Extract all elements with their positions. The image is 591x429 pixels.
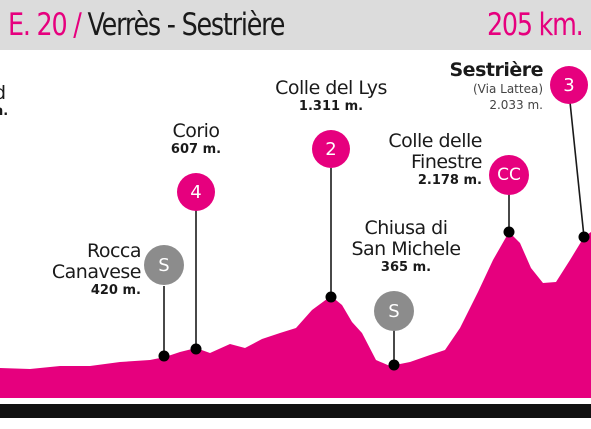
point-chiusa-name-line-1: Chiusa di	[364, 217, 448, 239]
point-finestre-label: Colle delle Finestre 2.178 m.	[388, 131, 482, 189]
climb-category-badge: 4	[177, 173, 215, 211]
point-finestre-altitude: 2.178 m.	[417, 173, 482, 188]
point-rocca-dot	[158, 350, 170, 362]
point-lys-dot	[325, 291, 337, 303]
stage-route: Verrès - Sestrière	[87, 7, 285, 43]
point-sestriere-altitude: 2.033 m.	[489, 98, 543, 112]
stage-distance: 205 km.	[487, 7, 584, 43]
point-sestriere-label: Sestrière (Via Lattea) 2.033 m.	[450, 60, 544, 113]
bottom-bar	[0, 404, 591, 418]
point-chiusa-altitude: 365 m.	[380, 260, 432, 275]
stage-header: E. 20 / Verrès - Sestrière 205 km.	[0, 0, 591, 50]
point-sestriere-name: Sestrière	[449, 59, 544, 81]
sprint-badge: S	[374, 291, 414, 331]
climb-category-badge: 2	[312, 130, 350, 168]
point-corio-name: Corio	[172, 120, 220, 142]
point-corio-dot	[190, 343, 202, 355]
climb-category-badge: 3	[550, 66, 588, 104]
title-slash: /	[73, 7, 82, 43]
cut-off-label: d n.	[0, 83, 8, 120]
point-corio-label: Corio 607 m.	[156, 121, 236, 158]
profile-area	[0, 232, 591, 398]
point-rocca-name-line-2: Canavese	[51, 261, 142, 283]
pole-sestriere	[569, 101, 585, 238]
point-lys-altitude: 1.311 m.	[298, 99, 364, 114]
climb-category-badge: CC	[489, 155, 529, 195]
poles	[163, 101, 585, 365]
sprint-badge: S	[144, 245, 184, 285]
cut-off-name: d	[0, 83, 8, 104]
point-finestre-name-line-1: Colle delle	[388, 130, 482, 152]
point-chiusa-dot	[388, 359, 400, 371]
point-chiusa-name-line-2: San Michele	[351, 238, 461, 260]
cut-off-altitude: n.	[0, 104, 9, 119]
stage-title: E. 20 / Verrès - Sestrière	[8, 6, 285, 44]
point-rocca-name-line-1: Rocca	[86, 240, 142, 262]
stage-number: E. 20	[8, 7, 68, 43]
point-corio-altitude: 607 m.	[170, 142, 222, 157]
point-lys-label: Colle del Lys 1.311 m.	[261, 78, 401, 115]
point-lys-name: Colle del Lys	[275, 77, 387, 99]
point-sestriere-subtitle: (Via Lattea)	[473, 82, 543, 96]
point-chiusa-label: Chiusa di San Michele 365 m.	[336, 218, 476, 276]
point-rocca-label: Rocca Canavese 420 m.	[51, 240, 142, 299]
point-finestre-name-line-2: Finestre	[411, 151, 482, 173]
point-rocca-altitude: 420 m.	[90, 283, 141, 298]
point-finestre-dot	[503, 226, 515, 238]
point-sestriere-dot	[578, 231, 590, 243]
